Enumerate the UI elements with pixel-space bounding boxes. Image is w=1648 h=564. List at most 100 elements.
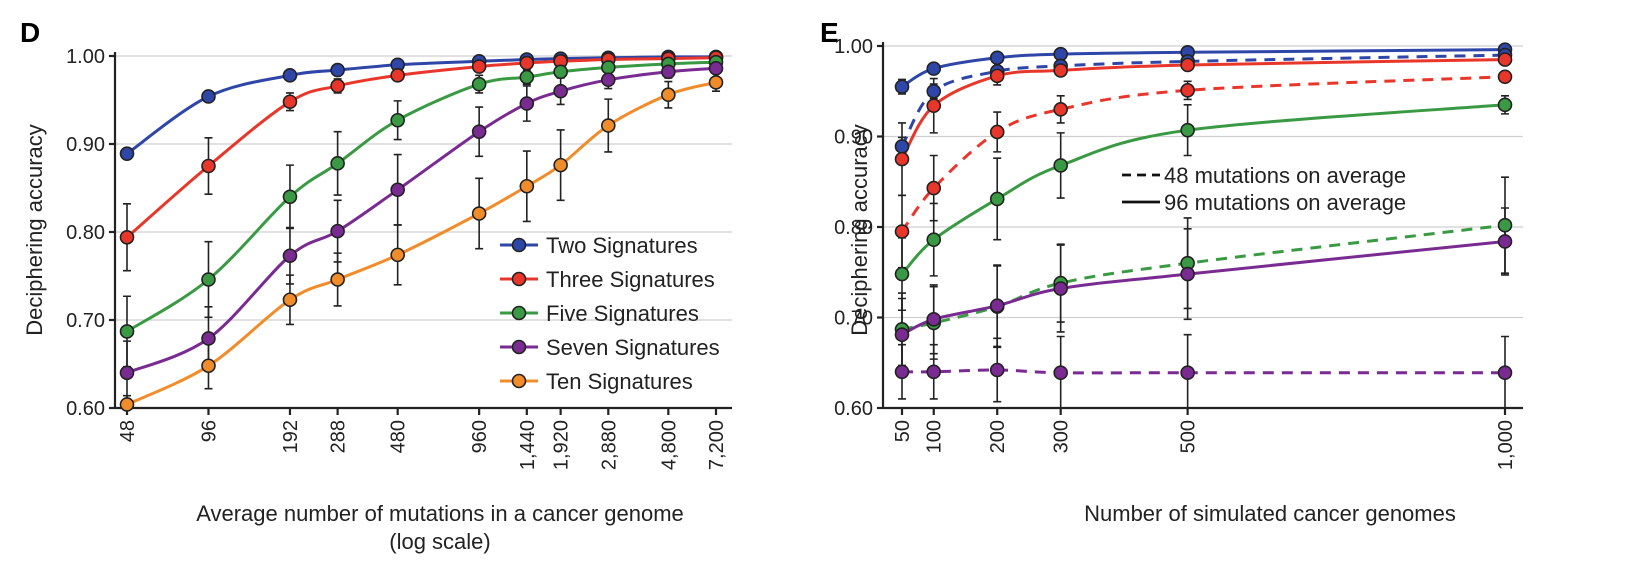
panel-d-legend-swatch-marker — [511, 339, 527, 355]
panel-e-two-signatures-point — [894, 79, 910, 95]
panel-d-seven-signatures-point — [330, 223, 345, 239]
panel-e-two-signatures-point — [989, 50, 1005, 66]
panel-d-three-signatures-point — [471, 59, 487, 74]
panel-d-two-signatures-point — [330, 62, 345, 78]
panel-d-two-signatures-point — [282, 68, 298, 83]
panel-e-legend-item-dashed: 48 mutations on average — [1122, 163, 1406, 188]
panel-d-legend-item-two-signatures: Two Signatures — [500, 233, 698, 258]
panel-d-legend-item-seven-signatures: Seven Signatures — [500, 335, 720, 360]
panel-d-five-signatures-point — [553, 64, 568, 80]
panel-e-two-signatures-dashed-point — [894, 139, 910, 154]
panel-e-seven-signatures-dashed-point — [1497, 365, 1513, 381]
panel-e-y-tick-label: 0.60 — [834, 398, 873, 420]
panel-d-seven-signatures-point — [282, 248, 298, 264]
panel-d-legend-item-three-signatures: Three Signatures — [500, 267, 715, 292]
panel-d-seven-signatures-point — [661, 64, 676, 80]
panel-e-seven-signatures-point — [894, 327, 910, 342]
panel-d-legend-swatch-marker — [511, 237, 527, 253]
panel-d-seven-signatures-point — [390, 182, 405, 198]
panel-e-legend-label: 96 mutations on average — [1164, 190, 1406, 215]
panel-e-two-signatures-point — [926, 61, 942, 76]
panel-e-x-tick-label: 100 — [924, 420, 946, 453]
panel-e-seven-signatures-point — [1053, 281, 1068, 296]
panel-d-x-tick-label: 2,880 — [598, 420, 620, 470]
panel-e-x-tick-label: 500 — [1178, 420, 1200, 453]
panel-e-y-tick-label: 0.70 — [834, 308, 873, 330]
panel-e-five-signatures-point — [1497, 97, 1513, 113]
panel-e-seven-signatures-dashed-point — [1053, 365, 1068, 381]
panel-e-five-signatures-point — [894, 266, 910, 282]
panel-d-two-signatures-line — [126, 55, 717, 155]
panel-e-three-signatures-point — [1180, 57, 1195, 73]
panel-d-legend-item-ten-signatures: Ten Signatures — [500, 369, 693, 394]
panel-e-letter: E — [820, 17, 839, 48]
panel-d-three-signatures-point — [390, 68, 405, 83]
panel-d-points — [119, 49, 724, 412]
panel-e-three-signatures-point — [926, 98, 942, 114]
panel-d-y-tick-label: 0.70 — [66, 310, 105, 332]
panel-d-five-signatures-point — [330, 156, 345, 171]
panel-e-five-signatures-point — [926, 232, 942, 247]
panel-e-five-signatures-point — [1180, 122, 1195, 138]
panel-e-three-signatures-point — [894, 151, 910, 167]
panel-e-seven-signatures-point — [1497, 234, 1513, 249]
panel-e-y-tick-label: 0.80 — [834, 217, 873, 239]
panel-d-legend-label: Two Signatures — [546, 233, 698, 258]
panel-e-three-signatures-dashed-point — [989, 124, 1005, 140]
panel-e-seven-signatures-point — [989, 298, 1005, 314]
panel-e-seven-signatures-point — [926, 312, 942, 327]
panel-e-x-axis-title: Number of simulated cancer genomes — [1084, 501, 1456, 526]
panel-d-ten-signatures-point — [708, 75, 724, 90]
panel-d-five-signatures-point — [201, 272, 216, 287]
panel-d-seven-signatures-point — [119, 365, 135, 381]
panel-e-seven-signatures-dashed-point — [894, 364, 910, 380]
panel-d-axes — [113, 52, 732, 410]
panel-d-x-tick-label: 288 — [328, 420, 350, 453]
panel-d-letter: D — [20, 17, 40, 48]
panel-d-two-signatures-point — [119, 146, 135, 161]
panel-d-ten-signatures-point — [282, 292, 298, 308]
panel-e-x-tick-label: 300 — [1051, 420, 1073, 453]
panel-e-x-ticks: 50 100 200 300 500 1,000 — [892, 408, 1517, 470]
panel-d-ten-signatures-point — [201, 358, 216, 374]
panel-e-y-tick-label: 1.00 — [834, 36, 873, 58]
panel-d-three-signatures-point — [119, 229, 135, 245]
panel-d-legend: Two Signatures Three Signatures Five Signa… — [500, 233, 720, 394]
panel-e-y-axis-title: Deciphering accuracy — [847, 124, 872, 336]
panel-d-seven-signatures-point — [553, 83, 568, 99]
panel-d-seven-signatures-point — [708, 61, 724, 76]
panel-d-five-signatures-point — [471, 76, 487, 92]
panel-e-three-signatures-dashed-point — [1180, 83, 1195, 98]
panel-d-five-signatures-point — [390, 112, 405, 128]
panel-d-x-tick-label: 4,800 — [658, 420, 680, 470]
panel-d-ten-signatures-point — [390, 247, 405, 263]
panel-d-five-signatures-point — [600, 60, 616, 75]
panel-e-gridlines — [883, 45, 1523, 319]
panel-e-three-signatures-point — [1053, 63, 1068, 78]
panel-d-x-tick-label: 1,920 — [551, 420, 573, 470]
panel-d-legend-swatch-marker — [511, 271, 527, 287]
panel-d-x-tick-label: 960 — [469, 420, 491, 453]
panel-d-y-tick-label: 0.60 — [66, 398, 105, 420]
panel-d-x-axis-title: Average number of mutations in a cancer … — [196, 501, 684, 526]
panel-d-ten-signatures-point — [519, 178, 535, 194]
panel-d-x-tick-label: 192 — [280, 420, 302, 453]
panel-d-x-ticks: 48 96 192 288 480 960 1,440 1,920 2,880 4,800 7,20… — [117, 408, 728, 470]
panel-e-seven-signatures-dashed-point — [989, 362, 1005, 378]
panel-e-legend-item-solid: 96 mutations on average — [1122, 190, 1406, 215]
panel-d-five-signatures-point — [119, 324, 135, 339]
panel-e-legend-label: 48 mutations on average — [1164, 163, 1406, 188]
panel-d-ten-signatures-point — [119, 397, 135, 412]
panel-d-legend-label: Three Signatures — [546, 267, 715, 292]
panel-d-y-tick-label: 0.90 — [66, 134, 105, 156]
panel-d-y-tick-label: 1.00 — [66, 46, 105, 68]
panel-d-y-axis-title: Deciphering accuracy — [22, 124, 47, 336]
panel-e-series — [894, 42, 1513, 409]
panel-e-three-signatures-point — [1497, 52, 1513, 67]
panel-d-three-signatures-point — [201, 158, 216, 174]
panel-d: D 0.60 0.70 0.80 0.90 1.00 48 96 192 288 480 960 1… — [20, 17, 732, 554]
panel-d-ten-signatures-point — [471, 206, 487, 221]
panel-e-y-ticks: 0.60 0.70 0.80 0.90 1.00 — [834, 36, 883, 420]
panel-e-two-signatures-dashed-point — [926, 83, 942, 99]
